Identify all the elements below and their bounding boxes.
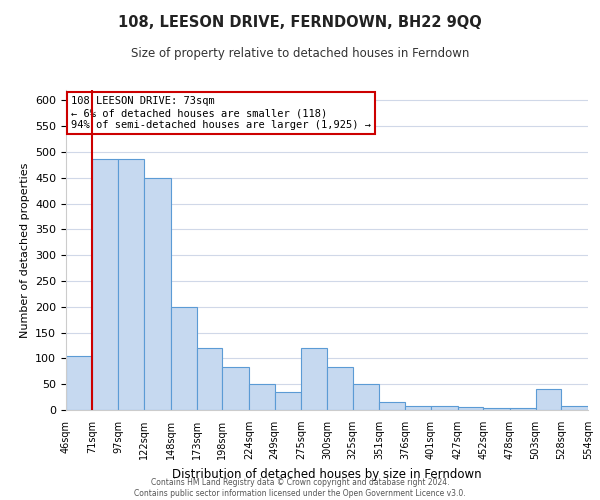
Bar	[66, 356, 92, 410]
Bar	[353, 384, 379, 410]
Bar	[510, 408, 536, 410]
Y-axis label: Number of detached properties: Number of detached properties	[20, 162, 29, 338]
Bar	[405, 406, 431, 410]
Bar	[379, 402, 405, 410]
Bar	[458, 408, 483, 410]
Bar	[275, 392, 301, 410]
Bar	[483, 408, 510, 410]
Bar	[222, 367, 249, 410]
Text: 108 LEESON DRIVE: 73sqm
← 6% of detached houses are smaller (118)
94% of semi-de: 108 LEESON DRIVE: 73sqm ← 6% of detached…	[71, 96, 371, 130]
Bar	[327, 367, 353, 410]
Bar	[92, 158, 118, 410]
Bar	[197, 348, 222, 410]
Text: Contains HM Land Registry data © Crown copyright and database right 2024.
Contai: Contains HM Land Registry data © Crown c…	[134, 478, 466, 498]
Bar	[249, 384, 275, 410]
Bar	[301, 348, 327, 410]
Bar	[118, 158, 144, 410]
Bar	[144, 178, 171, 410]
X-axis label: Distribution of detached houses by size in Ferndown: Distribution of detached houses by size …	[172, 468, 482, 480]
Bar	[561, 406, 588, 410]
Bar	[431, 406, 458, 410]
Text: 108, LEESON DRIVE, FERNDOWN, BH22 9QQ: 108, LEESON DRIVE, FERNDOWN, BH22 9QQ	[118, 15, 482, 30]
Text: Size of property relative to detached houses in Ferndown: Size of property relative to detached ho…	[131, 48, 469, 60]
Bar	[171, 307, 197, 410]
Bar	[536, 390, 561, 410]
